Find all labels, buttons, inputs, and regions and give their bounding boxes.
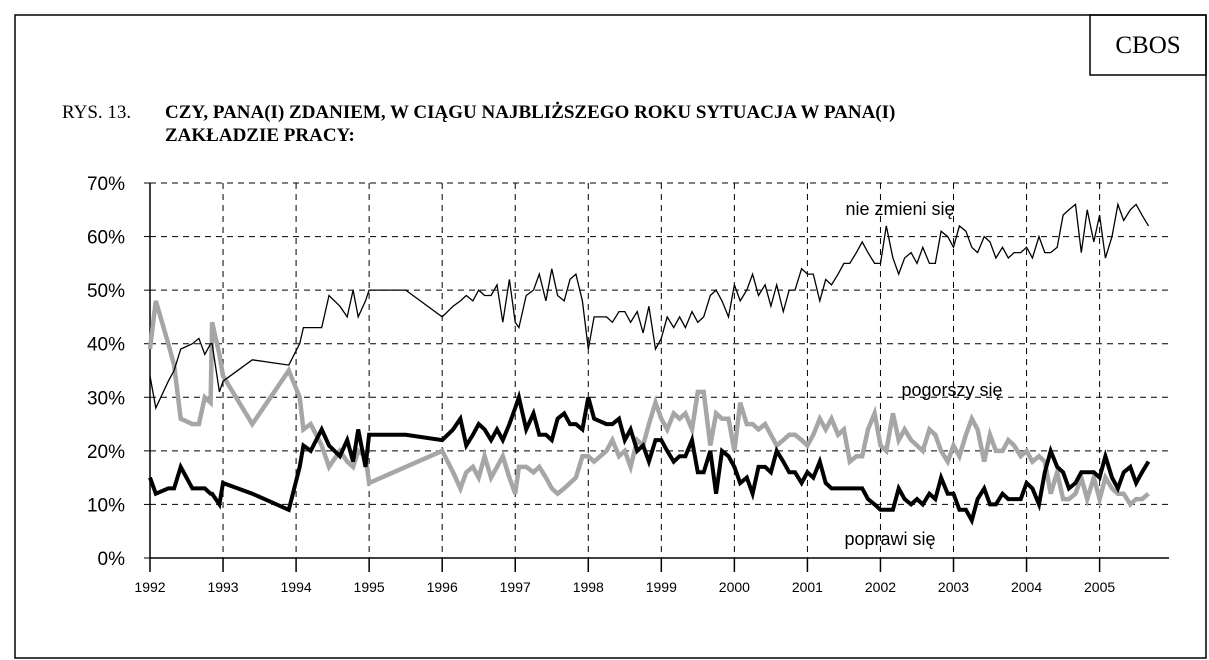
source: CBOS xyxy=(1115,32,1180,59)
x-tick-label: 1996 xyxy=(427,579,458,595)
x-tick-label: 2005 xyxy=(1084,579,1115,595)
x-tick-label: 2003 xyxy=(938,579,969,595)
y-tick-label: 60% xyxy=(87,228,125,249)
series-annotation: poprawi się xyxy=(844,529,935,549)
chart-title: ZAKŁADZIE PRACY: xyxy=(165,125,355,146)
x-tick-label: 1995 xyxy=(354,579,385,595)
figure-label: RYS. 13. xyxy=(62,102,131,123)
series-annotation: pogorszy się xyxy=(901,380,1002,400)
x-tick-label: 1998 xyxy=(573,579,604,595)
frame xyxy=(14,14,1207,659)
y-tick-label: 50% xyxy=(87,281,125,302)
x-tick-label: 2000 xyxy=(719,579,750,595)
x-tick-label: 2004 xyxy=(1011,579,1042,595)
y-tick-label: 30% xyxy=(87,388,125,409)
source-box xyxy=(1089,14,1207,76)
x-tick-label: 1997 xyxy=(500,579,531,595)
x-tick-label: 1992 xyxy=(134,579,165,595)
y-tick-label: 40% xyxy=(87,335,125,356)
x-tick-label: 1993 xyxy=(207,579,238,595)
series-line xyxy=(149,201,1150,411)
x-tick-label: 2002 xyxy=(865,579,896,595)
series-annotation: nie zmieni się xyxy=(845,199,954,219)
x-tick-label: 2001 xyxy=(792,579,823,595)
y-tick-label: 0% xyxy=(98,549,126,570)
series-line xyxy=(148,390,1151,526)
y-tick-label: 10% xyxy=(87,495,125,516)
y-tick-label: 70% xyxy=(87,174,125,195)
y-tick-label: 20% xyxy=(87,442,125,463)
x-tick-label: 1994 xyxy=(281,579,312,595)
x-tick-label: 1999 xyxy=(646,579,677,595)
chart-title: CZY, PANA(I) ZDANIEM, W CIĄGU NAJBLIŻSZE… xyxy=(165,102,895,123)
